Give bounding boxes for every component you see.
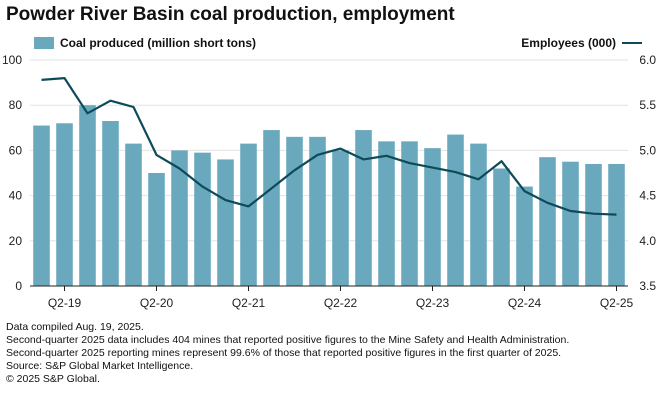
line-legend-label: Employees (000) [521,36,616,50]
bar [332,150,349,286]
bar [493,168,510,286]
bar [309,136,326,286]
x-axis-tick-label: Q2-23 [416,296,450,310]
bar [194,152,211,286]
bar [148,173,165,286]
legend-bars: Coal produced (million short tons) [34,36,256,50]
right-axis-tick-label: 5.0 [639,143,656,157]
left-axis-tick-label: 60 [9,143,23,157]
footnotes: Data compiled Aug. 19, 2025. Second-quar… [6,321,569,386]
employees-line [41,77,617,216]
bar [263,130,280,286]
x-axis-tick-label: Q2-19 [48,296,82,310]
line-legend-swatch [622,42,642,44]
note-copyright: © 2025 S&P Global. [6,373,100,385]
right-axis-tick-label: 3.5 [639,279,656,293]
chart-title: Powder River Basin coal production, empl… [6,4,455,25]
left-axis-tick-label: 80 [9,98,23,112]
bar [33,125,50,286]
x-axis-tick-label: Q2-20 [140,296,174,310]
bar [56,123,73,286]
bar [240,143,257,286]
note-reporting: Second-quarter 2025 reporting mines repr… [6,347,562,359]
bar [401,141,418,286]
left-axis-tick-label: 40 [9,189,23,203]
bar [608,163,625,286]
bar [102,121,119,287]
x-axis-tick-label: Q2-22 [324,296,358,310]
bar [516,186,533,286]
bar [424,148,441,286]
note-source: Source: S&P Global Market Intelligence. [6,360,194,372]
bar [171,150,188,286]
x-axis-tick-label: Q2-25 [600,296,634,310]
legend-line: Employees (000) [521,36,642,50]
bar [539,157,556,286]
bar [585,163,602,286]
x-axis-tick-label: Q2-24 [508,296,542,310]
bar [378,141,395,286]
note-mines: Second-quarter 2025 data includes 404 mi… [6,334,570,346]
bar [447,134,464,286]
bar [79,105,96,286]
right-axis-tick-label: 4.0 [639,234,656,248]
bar [125,143,142,286]
bar-legend-label: Coal produced (million short tons) [60,36,256,50]
note-date: Data compiled Aug. 19, 2025. [6,321,144,333]
bar [286,136,303,286]
left-axis-tick-label: 0 [15,279,22,293]
x-axis-tick-label: Q2-21 [232,296,266,310]
bar [562,161,579,286]
left-axis-tick-label: 100 [2,53,22,67]
combo-chart: 0 20 40 60 80 100 3.5 4.0 4.5 5.0 5.5 6.0 Q2-19 Q2-20… [2,53,656,310]
bar [470,143,487,286]
right-axis-tick-label: 4.5 [639,189,656,203]
bar-legend-swatch [34,37,54,49]
bar [217,159,234,286]
left-axis-tick-label: 20 [9,234,23,248]
right-axis-tick-label: 5.5 [639,98,656,112]
right-axis-tick-label: 6.0 [639,53,656,67]
bar [355,130,372,286]
